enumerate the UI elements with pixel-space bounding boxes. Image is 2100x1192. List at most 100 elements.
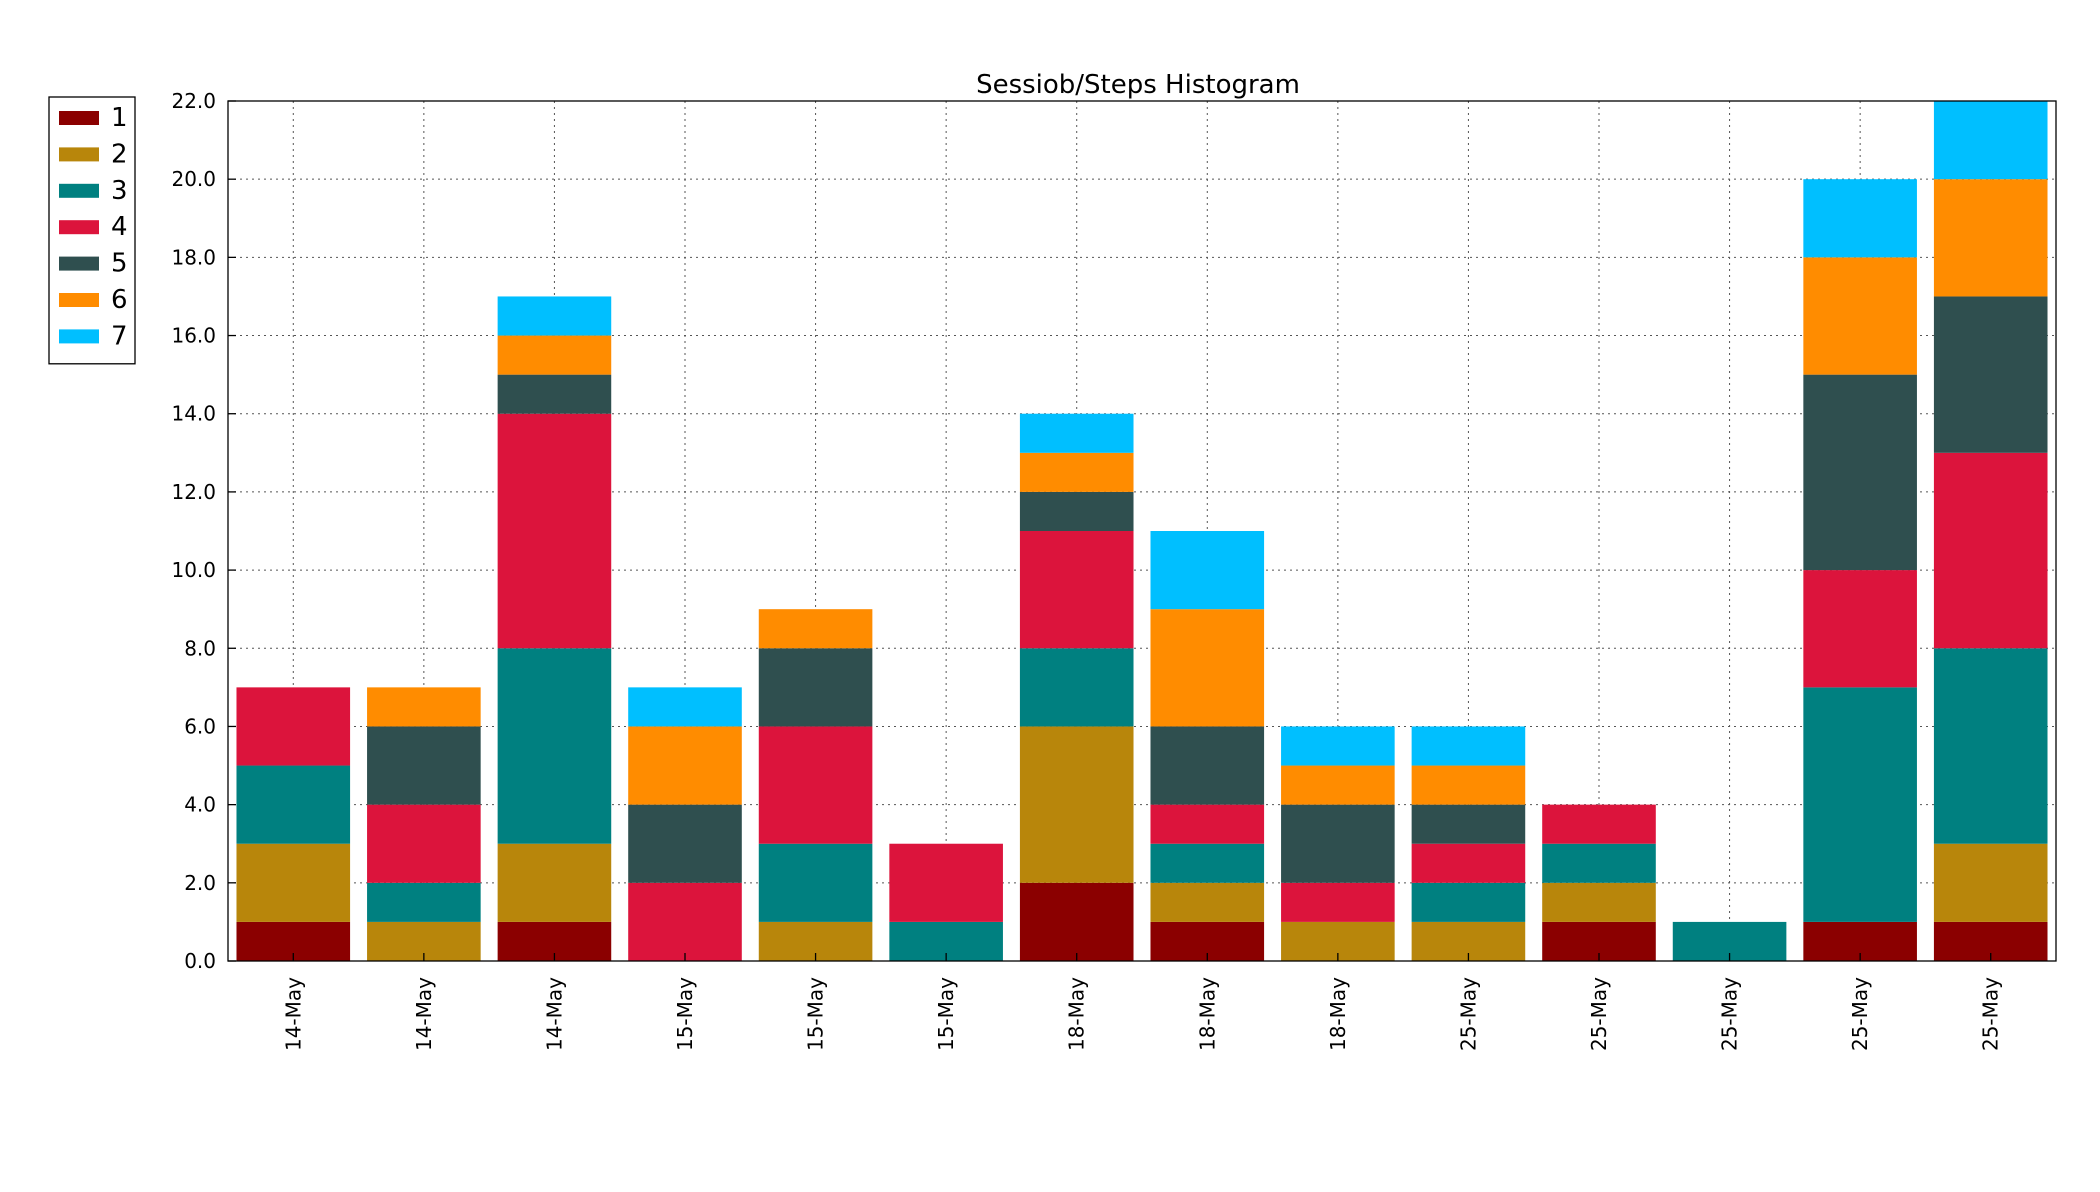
legend-label: 1	[111, 103, 128, 133]
bar-segment-series-2	[1019, 726, 1134, 883]
bar-segment-series-2	[1933, 843, 2048, 922]
bar-segment-series-4	[367, 804, 481, 883]
bar-segment-series-7	[1150, 531, 1265, 610]
bar-segment-series-6	[628, 726, 742, 805]
y-tick-label: 20.0	[171, 167, 216, 191]
y-tick-label: 14.0	[171, 402, 216, 426]
bar-segment-series-6	[497, 335, 612, 375]
bar-segment-series-3	[1411, 882, 1526, 922]
x-tick-label: 25-May	[1456, 977, 1480, 1051]
y-tick-label: 2.0	[184, 871, 216, 895]
x-tick-label: 15-May	[673, 977, 697, 1051]
bar-segment-series-3	[497, 648, 612, 844]
y-tick-label: 8.0	[184, 636, 216, 660]
bar-segment-series-5	[367, 726, 481, 805]
bar-segment-series-4	[1150, 804, 1265, 844]
legend-swatch	[59, 220, 99, 235]
bar-segment-series-2	[497, 843, 612, 922]
x-tick-label: 14-May	[281, 977, 305, 1051]
bar-segment-series-6	[1150, 609, 1265, 727]
x-tick-label: 25-May	[1979, 977, 2003, 1051]
bar-segment-series-5	[1281, 804, 1395, 883]
bar-segment-series-3	[367, 882, 481, 922]
legend-label: 5	[111, 249, 128, 279]
plot-frame	[227, 100, 2057, 962]
bar-segment-series-6	[758, 609, 873, 649]
bar-segment-series-4	[1411, 843, 1526, 883]
bar-segment-series-2	[1542, 882, 1656, 922]
y-tick-label: 16.0	[171, 324, 216, 348]
legend-swatch	[59, 111, 99, 125]
bar-segment-series-5	[758, 648, 873, 727]
bar-segment-series-4	[1933, 452, 2048, 649]
axes: 0.0 2.0 4.0 6.0 8.0 10.0 12.0 14.0 16.0 18.0 20.0 2…	[171, 89, 2057, 1051]
legend-label: 6	[111, 285, 128, 315]
bar-segment-series-7	[628, 687, 742, 727]
bar-segment-series-6	[1281, 765, 1395, 805]
chart-title: Sessiob/Steps Histogram	[976, 70, 1300, 100]
bar-segment-series-1	[1019, 882, 1134, 961]
legend-label: 2	[111, 139, 128, 169]
bar-segment-series-6	[1411, 765, 1526, 805]
legend: 1 2 3 4 5 6 7	[48, 96, 136, 365]
bar-segment-series-3	[1542, 843, 1656, 883]
y-tick-label: 12.0	[171, 480, 216, 504]
bar-segment-series-5	[628, 804, 742, 883]
legend-label: 3	[111, 176, 128, 206]
bar-segment-series-6	[367, 687, 481, 727]
legend-label: 7	[111, 321, 128, 351]
x-tick-label: 14-May	[542, 977, 566, 1051]
legend-label: 4	[111, 212, 128, 242]
bar-segment-series-4	[1542, 804, 1656, 844]
bar-segment-series-5	[1803, 374, 1917, 571]
bar-segment-series-5	[1933, 296, 2048, 453]
bar-segment-series-5	[497, 374, 612, 414]
bar-segment-series-7	[1803, 179, 1917, 258]
x-tick-label: 15-May	[934, 977, 958, 1051]
bar-segment-series-3	[236, 765, 351, 844]
x-tick-label: 18-May	[1065, 977, 1089, 1051]
legend-swatch	[59, 256, 99, 271]
x-tick-label: 18-May	[1326, 977, 1350, 1051]
bar-segment-series-4	[889, 843, 1003, 922]
bar-segment-series-5	[1019, 491, 1134, 531]
bar-segment-series-3	[1933, 648, 2048, 844]
y-tick-label: 4.0	[184, 793, 216, 817]
bar-segment-series-4	[758, 726, 873, 844]
bar-segment-series-4	[236, 687, 351, 766]
x-tick-label: 14-May	[412, 977, 436, 1051]
y-tick-label: 0.0	[184, 949, 216, 973]
bar-segment-series-7	[1019, 413, 1134, 453]
bar-segment-series-3	[758, 843, 873, 922]
bar-segment-series-5	[1150, 726, 1265, 805]
bar-segment-series-7	[1281, 726, 1395, 766]
bar-stacks	[236, 101, 2048, 961]
x-tick-label: 25-May	[1587, 977, 1611, 1051]
bar-segment-series-7	[497, 296, 612, 336]
x-tick-label: 25-May	[1718, 977, 1742, 1051]
bar-segment-series-6	[1933, 179, 2048, 297]
y-tick-label: 18.0	[171, 245, 216, 269]
x-tick-label: 18-May	[1195, 977, 1219, 1051]
legend-swatch	[59, 183, 99, 198]
bar-segment-series-3	[1019, 648, 1134, 727]
bar-segment-series-6	[1019, 452, 1134, 492]
bar-segment-series-4	[628, 882, 742, 961]
bar-segment-series-2	[1150, 882, 1265, 922]
legend-swatch	[59, 293, 99, 307]
bar-segment-series-4	[1019, 531, 1134, 649]
bar-segment-series-5	[1411, 804, 1526, 844]
legend-swatch	[59, 147, 99, 162]
bar-segment-series-2	[236, 843, 351, 922]
bar-segment-series-4	[1281, 882, 1395, 922]
bar-segment-series-3	[1150, 843, 1265, 883]
x-tick-label: 25-May	[1848, 977, 1872, 1051]
y-tick-label: 6.0	[184, 714, 216, 738]
bar-segment-series-7	[1411, 726, 1526, 766]
bar-segment-series-4	[497, 413, 612, 649]
bar-segment-series-3	[1803, 687, 1917, 922]
x-tick-label: 15-May	[804, 977, 828, 1051]
bar-segment-series-7	[1933, 101, 2048, 180]
bar-segment-series-6	[1803, 257, 1917, 375]
